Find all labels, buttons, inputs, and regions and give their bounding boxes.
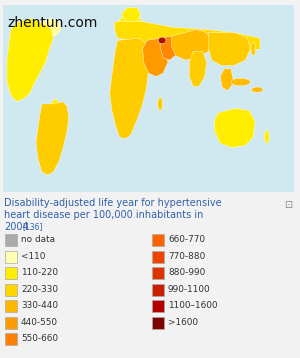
Ellipse shape: [251, 43, 256, 56]
Polygon shape: [50, 98, 59, 108]
Polygon shape: [208, 33, 250, 66]
Text: heart disease per 100,000 inhabitants in: heart disease per 100,000 inhabitants in: [4, 210, 203, 220]
Text: 990-1100: 990-1100: [168, 285, 211, 294]
Text: no data: no data: [21, 235, 55, 244]
Bar: [5, 284, 17, 296]
Bar: [152, 316, 164, 329]
Polygon shape: [115, 22, 260, 51]
Polygon shape: [7, 19, 53, 102]
Bar: [152, 300, 164, 312]
Text: 880-990: 880-990: [168, 268, 205, 277]
Ellipse shape: [251, 87, 263, 92]
Polygon shape: [172, 29, 211, 60]
Polygon shape: [40, 19, 61, 36]
Ellipse shape: [231, 78, 250, 86]
Polygon shape: [220, 69, 234, 91]
Bar: [5, 300, 17, 312]
Polygon shape: [214, 108, 255, 148]
Polygon shape: [115, 14, 144, 40]
Text: 550-660: 550-660: [21, 334, 58, 343]
Bar: [152, 284, 164, 296]
Bar: [5, 333, 17, 345]
Ellipse shape: [264, 130, 269, 143]
Text: 2004.: 2004.: [4, 222, 31, 232]
Bar: [152, 267, 164, 279]
Text: 220-330: 220-330: [21, 285, 58, 294]
Polygon shape: [121, 8, 141, 23]
Text: 1100–1600: 1100–1600: [168, 301, 218, 310]
Text: 330-440: 330-440: [21, 301, 58, 310]
Text: 440-550: 440-550: [21, 318, 58, 326]
Text: [136]: [136]: [22, 222, 43, 231]
Text: 770-880: 770-880: [168, 252, 205, 261]
Text: 110-220: 110-220: [21, 268, 58, 277]
Text: Disability-adjusted life year for hypertensive: Disability-adjusted life year for hypert…: [4, 198, 222, 208]
Ellipse shape: [158, 97, 163, 111]
Bar: [152, 234, 164, 246]
Text: 660-770: 660-770: [168, 235, 205, 244]
Text: <110: <110: [21, 252, 45, 261]
Polygon shape: [143, 38, 168, 77]
Bar: [5, 251, 17, 263]
Polygon shape: [189, 51, 207, 86]
Bar: [152, 251, 164, 263]
Text: >1600: >1600: [168, 318, 198, 326]
Ellipse shape: [158, 37, 166, 44]
Bar: [5, 316, 17, 329]
Polygon shape: [160, 36, 178, 60]
Polygon shape: [110, 38, 150, 139]
Bar: [5, 267, 17, 279]
Polygon shape: [36, 102, 69, 175]
Text: zhentun.com: zhentun.com: [8, 16, 98, 30]
Text: ⊡: ⊡: [284, 200, 292, 210]
Bar: [5, 234, 17, 246]
